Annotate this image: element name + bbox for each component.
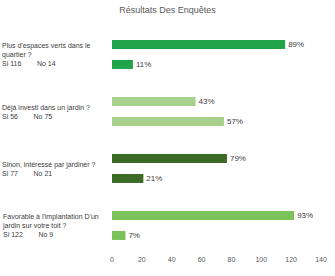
svg-text:11%: 11% [136,60,151,69]
svg-text:21%: 21% [146,174,162,183]
svg-text:Plus d'espaces verts dans lequ: Plus d'espaces verts dans lequartier ?Si… [2,42,91,67]
svg-text:120: 120 [285,256,297,263]
svg-text:57%: 57% [227,117,243,126]
svg-text:Résultats Des Enquêtes: Résultats Des Enquêtes [119,5,216,15]
svg-text:89%: 89% [288,40,304,49]
svg-text:7%: 7% [128,231,140,240]
svg-text:80: 80 [228,256,236,263]
svg-text:93%: 93% [297,211,313,220]
svg-text:Sinon, intéressé par jardiner: Sinon, intéressé par jardiner ?Si 77 No … [2,161,95,177]
svg-text:100: 100 [255,256,267,263]
svg-text:40: 40 [168,256,176,263]
svg-text:79%: 79% [230,154,246,163]
svg-text:Favorable à l'implantation D'u: Favorable à l'implantation D'unjardin su… [2,213,99,238]
svg-text:Déjà investi dans un jardin ?S: Déjà investi dans un jardin ?Si 56 No 75 [2,104,90,120]
svg-text:43%: 43% [199,97,215,106]
svg-text:140: 140 [315,256,327,263]
svg-text:0: 0 [110,256,114,263]
svg-text:60: 60 [198,256,206,263]
svg-text:20: 20 [138,256,146,263]
